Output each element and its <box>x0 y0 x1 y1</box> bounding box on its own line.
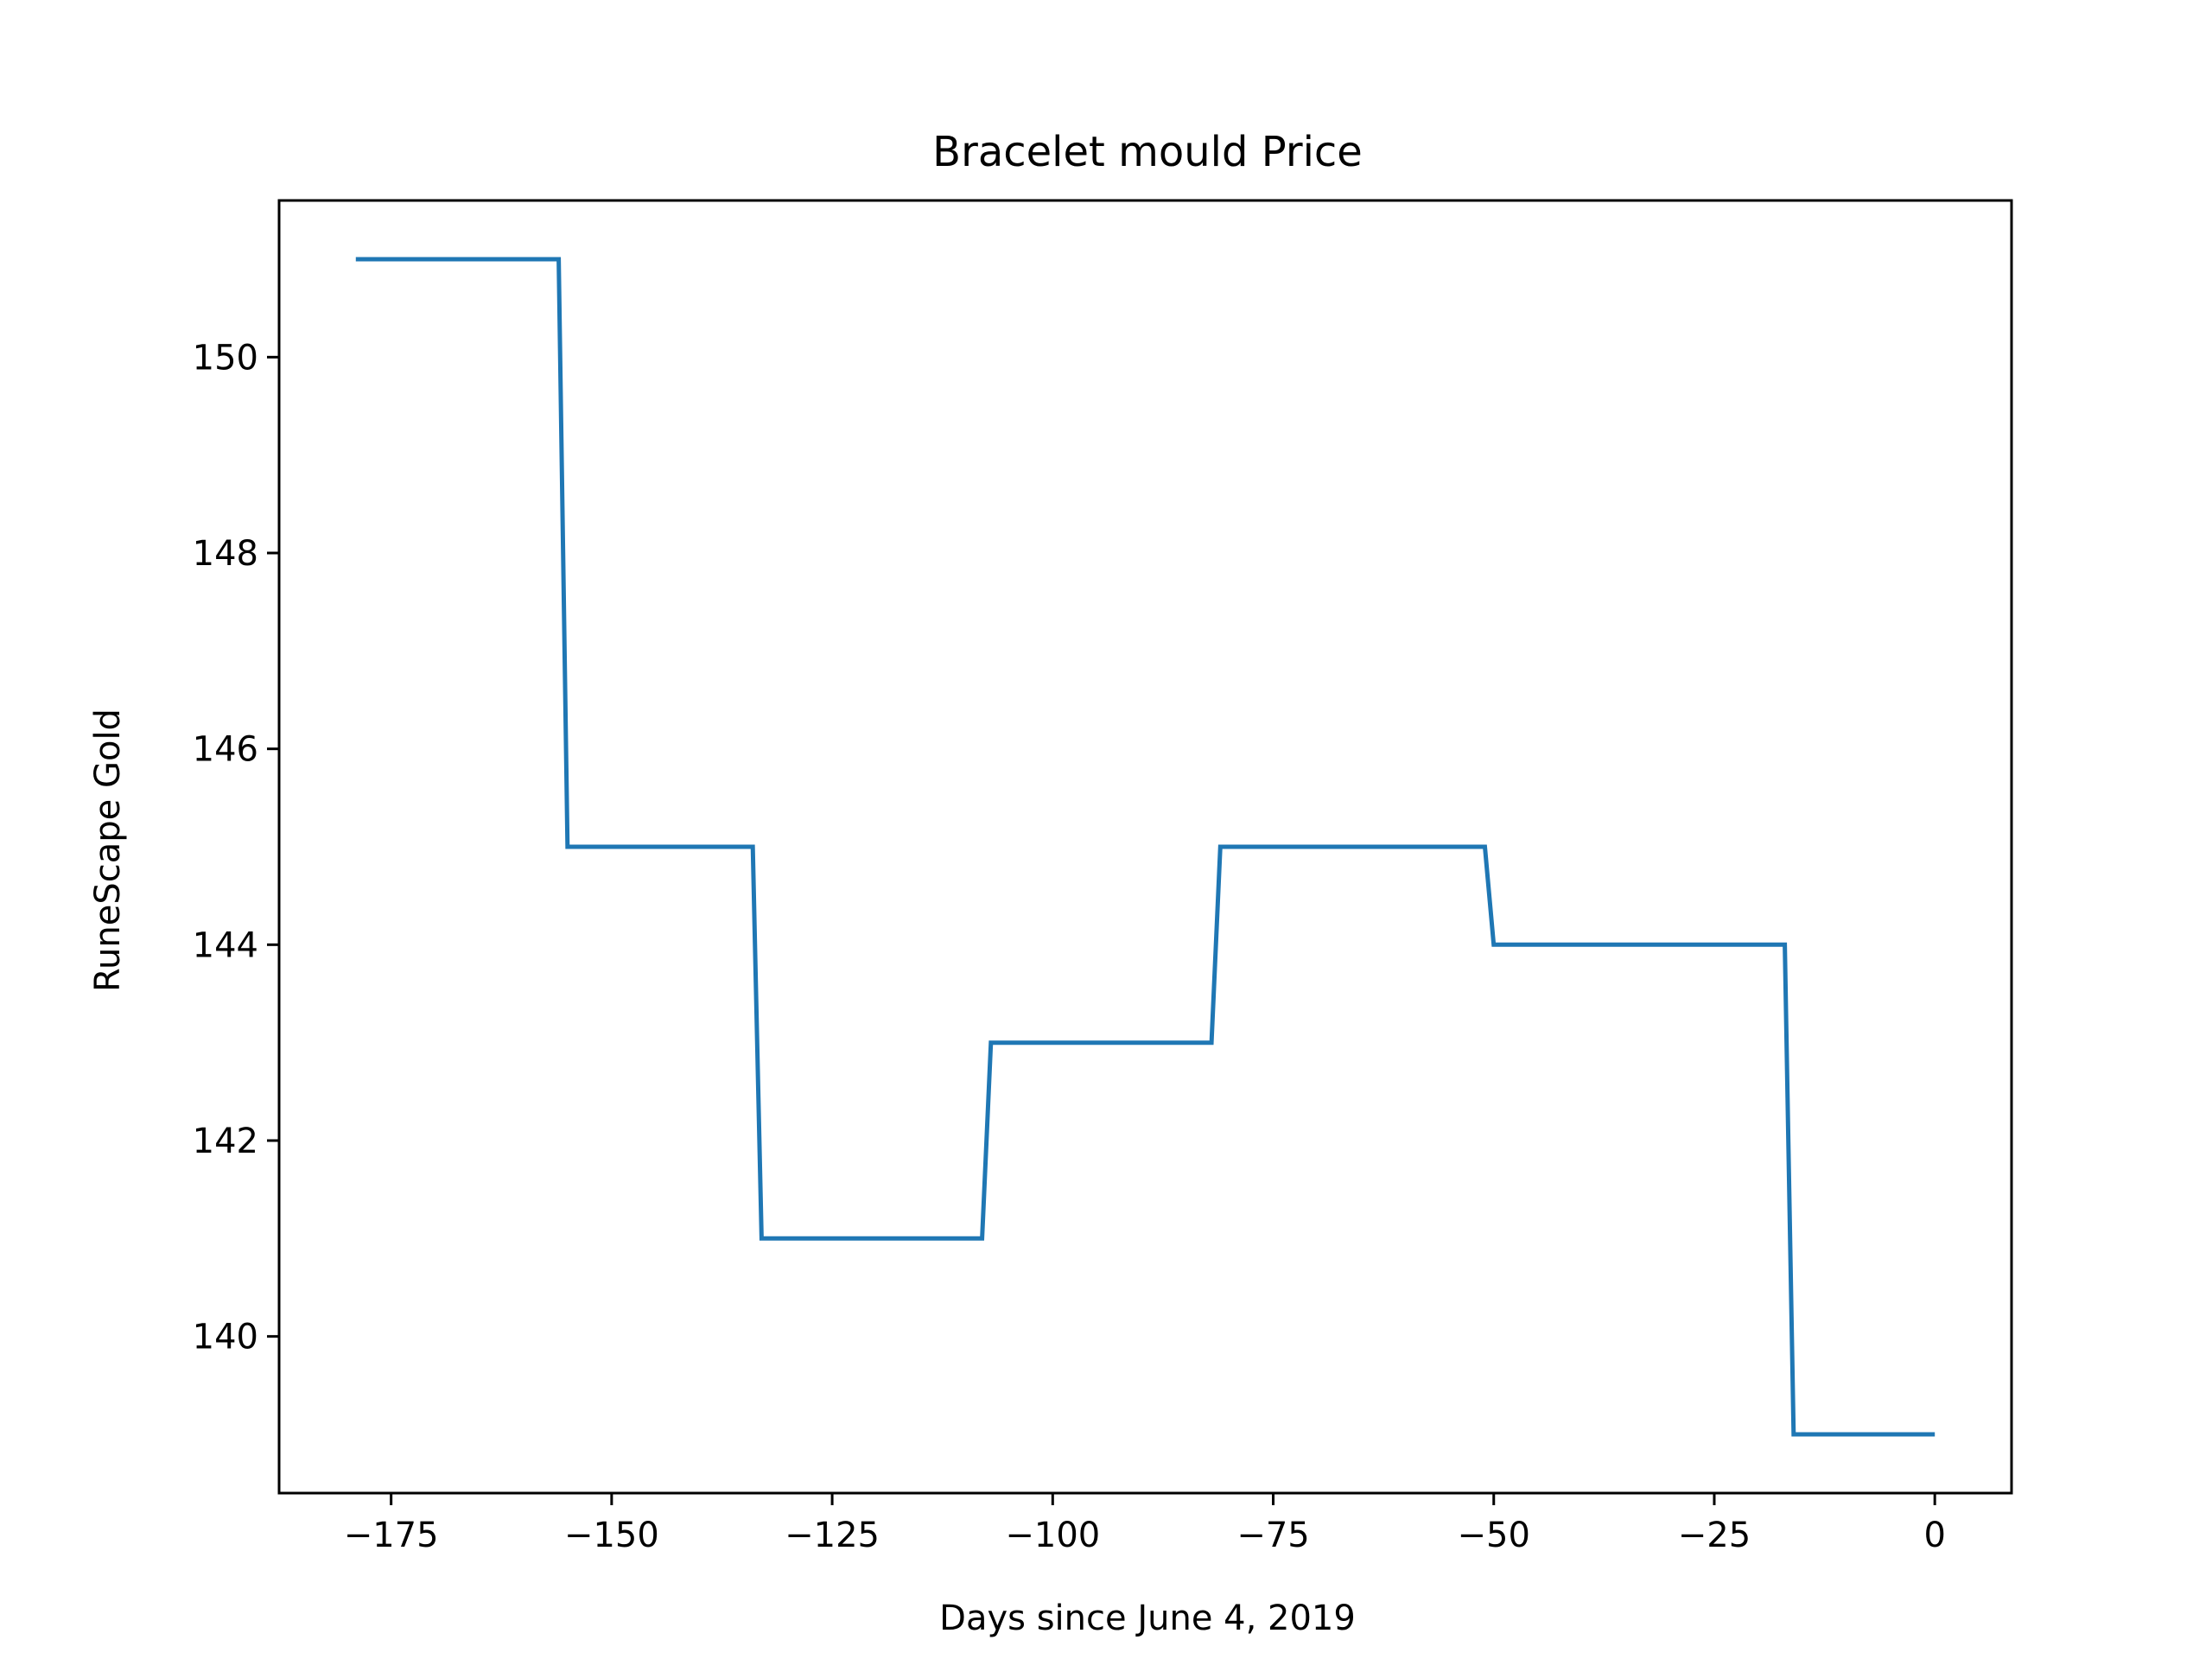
y-tick-label: 148 <box>193 534 258 574</box>
x-tick-label: −50 <box>1458 1516 1530 1555</box>
y-tick-label: 146 <box>193 730 258 770</box>
plot-frame <box>277 199 2013 1495</box>
y-tick-label: 142 <box>193 1122 258 1161</box>
x-tick-label: −25 <box>1678 1516 1751 1555</box>
chart-title: Bracelet mould Price <box>932 128 1363 176</box>
x-axis-label: Days since June 4, 2019 <box>939 1599 1356 1638</box>
y-tick-label: 144 <box>193 925 258 965</box>
x-tick-label: −100 <box>1005 1516 1100 1555</box>
y-tick-label: 140 <box>193 1318 258 1357</box>
x-axis: −175 −150 −125 −100 −75 −50 −25 0 <box>344 1493 1946 1555</box>
x-tick-label: −75 <box>1236 1516 1309 1555</box>
x-tick-label: 0 <box>1923 1516 1945 1555</box>
y-axis-label: RuneScape Gold <box>88 709 128 992</box>
x-tick-label: −175 <box>344 1516 439 1555</box>
y-axis: 140 142 144 146 148 150 <box>193 338 279 1357</box>
x-tick-label: −125 <box>785 1516 880 1555</box>
series-line-price <box>355 257 1936 1437</box>
y-tick-label: 150 <box>193 338 258 378</box>
x-tick-label: −150 <box>564 1516 659 1555</box>
